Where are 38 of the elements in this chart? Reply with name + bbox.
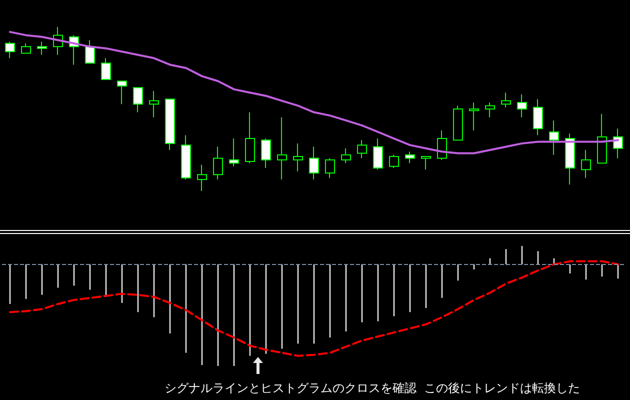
candlestick — [613, 128, 623, 159]
candlestick — [165, 98, 175, 150]
candlestick — [229, 138, 239, 167]
candlestick — [213, 146, 223, 180]
candlestick — [485, 102, 495, 118]
candlestick — [5, 41, 15, 59]
candlestick — [517, 94, 527, 118]
candlestick — [549, 120, 559, 156]
candlestick — [389, 154, 399, 169]
candlestick — [181, 134, 191, 180]
candlestick — [437, 130, 447, 160]
candlestick — [581, 150, 591, 178]
candlestick — [565, 133, 575, 185]
candlestick — [21, 42, 31, 54]
candlestick — [453, 105, 463, 141]
candlestick — [37, 41, 47, 56]
candlestick — [101, 58, 111, 80]
candlestick — [357, 140, 367, 159]
candlestick — [501, 92, 511, 108]
candlestick — [197, 164, 207, 192]
candlestick — [261, 138, 271, 169]
candlestick — [85, 40, 95, 64]
candlestick — [533, 98, 543, 136]
candlestick — [277, 116, 287, 180]
text: シグナルラインとヒストグラムのクロスを確認 この後にトレンドは転換した — [164, 381, 580, 395]
candlestick — [405, 151, 415, 164]
candlestick — [293, 142, 303, 172]
candlestick — [245, 112, 255, 164]
candlestick — [133, 87, 143, 113]
candlestick — [309, 146, 319, 180]
candlestick — [373, 138, 383, 170]
candlestick — [341, 148, 351, 164]
candlestick — [469, 102, 479, 131]
candlestick — [421, 156, 431, 170]
candlestick — [325, 158, 335, 178]
candlestick — [597, 113, 607, 164]
candlestick — [149, 90, 159, 118]
candlestick — [117, 80, 127, 105]
